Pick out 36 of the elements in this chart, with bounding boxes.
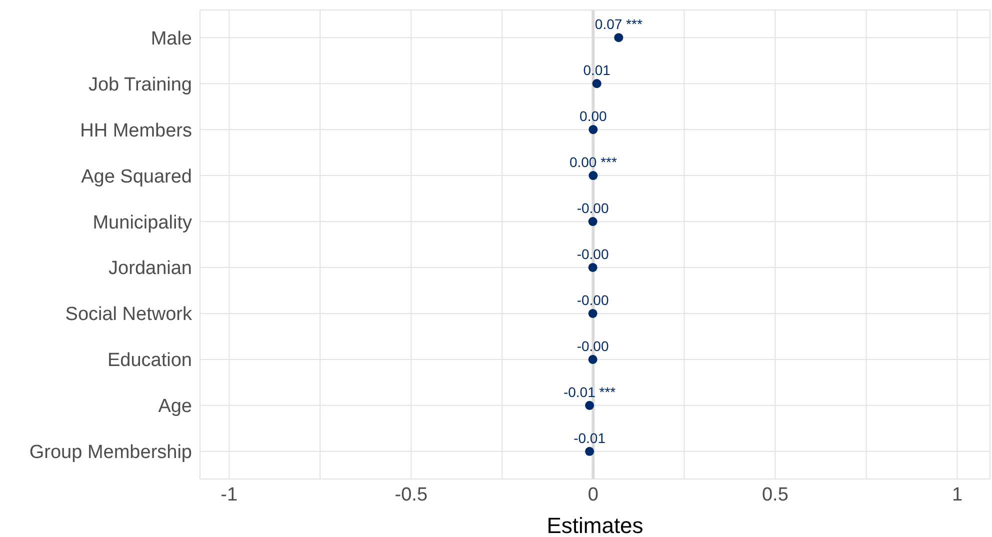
point [588, 308, 598, 318]
data-label: -0.00 [576, 292, 609, 308]
x-tick-label: 1 [952, 484, 963, 506]
y-tick-label: Age Squared [81, 166, 192, 188]
data-label: 0.00 [580, 108, 608, 124]
x-tick-label: -0.5 [394, 484, 428, 506]
point [588, 125, 598, 134]
x-axis-title: Estimates [546, 513, 644, 537]
y-tick-label: Job Training [88, 74, 192, 96]
y-tick-label: HH Members [80, 120, 192, 142]
point [588, 217, 598, 226]
y-tick-label: Male [150, 28, 192, 50]
data-label: -0.01 *** [563, 384, 616, 400]
y-tick-label: Municipality [92, 212, 192, 234]
x-tick-label: 0 [588, 484, 598, 506]
y-tick-label: Education [107, 350, 192, 372]
data-label: -0.01 [574, 430, 606, 446]
x-tick-label: -1 [220, 484, 238, 506]
point [585, 446, 594, 456]
y-tick-label: Age [158, 396, 192, 418]
data-label: 0.01 [583, 62, 611, 78]
point [588, 354, 598, 364]
data-label: -0.00 [576, 200, 609, 216]
y-tick-label: Group Membership [29, 442, 192, 464]
data-label: 0.07 *** [594, 16, 643, 32]
data-label: -0.00 [576, 246, 609, 262]
point [588, 262, 598, 272]
x-tick-label: 0.5 [762, 484, 788, 506]
y-tick-label: Social Network [65, 304, 192, 326]
point [585, 400, 594, 410]
point [592, 79, 602, 88]
point [588, 171, 598, 180]
y-tick-label: Jordanian [108, 258, 192, 280]
data-label: 0.00 *** [569, 154, 618, 170]
point [614, 33, 624, 42]
data-label: -0.00 [576, 338, 609, 354]
